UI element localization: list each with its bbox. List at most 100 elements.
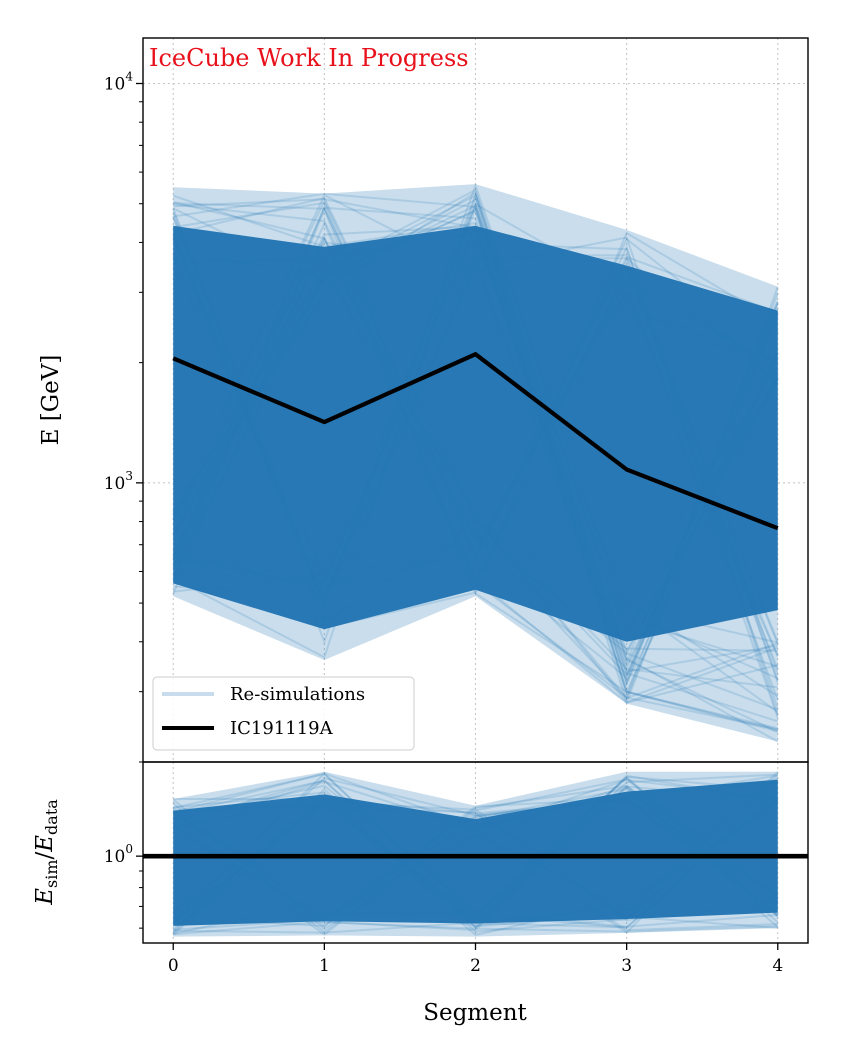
x-axis-label: Segment (423, 1000, 527, 1026)
resimulation-band-trace (172, 203, 779, 695)
resimulation-band (172, 182, 779, 743)
x-tick-labels: 0 1 2 3 4 (168, 956, 783, 976)
resimulation-band-trace (172, 190, 778, 644)
ratio-band-trace (172, 785, 778, 931)
legend-label-resimulations: Re-simulations (230, 684, 365, 705)
ratio-band-trace (172, 803, 778, 934)
resimulation-band-trace (172, 182, 779, 668)
resimulation-band-trace (173, 198, 779, 700)
ratio-band-trace (173, 774, 778, 936)
x-tick-label-2: 2 (470, 956, 481, 976)
resimulation-band-trace (172, 220, 779, 643)
resimulation-band-trace (172, 210, 779, 610)
resimulation-band-trace (172, 209, 779, 679)
resimulation-band-trace (173, 239, 779, 697)
ratio-label-slash: / (32, 852, 58, 860)
ratio-band-trace (172, 799, 779, 927)
resimulation-band-trace (172, 551, 779, 713)
resimulation-band-trace (173, 236, 779, 683)
resimulation-band-trace (172, 236, 779, 711)
resimulation-band-trace (172, 270, 778, 652)
resimulation-band-trace (173, 198, 779, 654)
resimulation-band-trace (173, 253, 779, 374)
ratio-band-trace (173, 775, 778, 921)
legend: Re-simulations IC191119A (152, 676, 415, 751)
resimulation-band-trace (173, 227, 779, 743)
resimulation-band-trace (172, 196, 779, 677)
resimulation-band-trace (172, 206, 779, 704)
resimulation-band-trace (173, 258, 779, 682)
ratio-label-e2: E (32, 835, 58, 853)
ratio-band-trace (172, 778, 778, 912)
resimulation-band-trace (173, 201, 779, 635)
resimulation-band-trace (173, 202, 779, 602)
ratio-y-tick-label-exp-0: 0 (125, 842, 133, 856)
event-series (172, 352, 779, 531)
resimulation-band-trace (172, 204, 779, 733)
ratio-y-axis-label: Esim/Edata (32, 799, 61, 906)
ratio-band-trace (173, 776, 779, 911)
resimulation-band-trace (172, 231, 779, 595)
resimulation-band-trace (173, 254, 779, 709)
x-tick-label-0: 0 (168, 956, 179, 976)
x-tick-label-1: 1 (319, 956, 330, 976)
resimulation-band-trace (172, 207, 779, 686)
top-y-tick-label-exp-1: 4 (125, 70, 133, 84)
resimulation-band-trace (173, 201, 779, 719)
ratio-band-trace (172, 812, 778, 928)
resimulation-band-trace (172, 201, 779, 704)
ratio-band-trace (173, 774, 778, 931)
ratio-band-trace (172, 772, 778, 828)
watermark-label: IceCube Work In Progress (149, 44, 469, 72)
legend-label-ic191119a: IC191119A (230, 718, 334, 739)
ratio-band-trace (173, 776, 779, 933)
ratio-band-trace (172, 798, 779, 936)
top-y-tick-label-exp-0: 3 (125, 469, 133, 483)
ratio-band-trace (172, 798, 778, 933)
ratio-band-trace (172, 778, 779, 920)
ratio-band-trace (172, 777, 779, 916)
ratio-band-trace (172, 780, 779, 897)
ratio-band-trace (172, 806, 778, 934)
ratio-band-trace (172, 772, 779, 922)
top-y-tick-label-0: 103 (104, 469, 133, 494)
resimulation-band-trace (172, 225, 779, 686)
ratio-band-trace (172, 788, 778, 933)
resimulation-band-trace (172, 191, 779, 665)
ratio-band-trace (172, 771, 779, 928)
ratio-band-trace (172, 799, 778, 923)
resimulation-band-trace (172, 234, 779, 602)
ratio-y-tick-labels: 100 (104, 842, 133, 867)
resimulation-band-trace (172, 229, 779, 657)
ratio-band-trace (173, 784, 779, 928)
resimulation-band-trace (172, 216, 778, 731)
resimulation-band-core (173, 225, 778, 642)
ratio-label-e1: E (32, 888, 58, 906)
resimulation-band-trace (172, 244, 779, 716)
top-y-tick-label-base-0: 10 (104, 474, 126, 494)
resimulation-band-trace (172, 188, 779, 687)
ratio-band-trace (173, 775, 779, 927)
resimulation-band-trace (173, 203, 779, 700)
resimulation-band-trace (172, 263, 779, 553)
ratio-band-trace (173, 779, 779, 917)
x-tick-label-3: 3 (621, 956, 632, 976)
resimulation-band-trace (172, 194, 779, 731)
resimulation-band-trace (173, 192, 779, 730)
ratio-band-trace (173, 804, 778, 932)
ratio-band-trace (172, 773, 779, 911)
resimulation-band-trace (172, 241, 779, 667)
resimulation-band-trace (173, 258, 779, 701)
ratio-band-trace (172, 790, 779, 936)
ratio-band-trace (172, 802, 779, 936)
resimulation-band-trace (172, 242, 779, 675)
ratio-label-sub2: data (42, 799, 61, 835)
axis-ticks (136, 82, 779, 950)
top-y-tick-label-base-1: 10 (104, 75, 126, 95)
ratio-label-sub1: sim (42, 860, 61, 889)
legend-box (152, 676, 415, 751)
resimulation-band-trace (172, 204, 779, 680)
top-y-axis-label: E [GeV] (38, 355, 64, 446)
